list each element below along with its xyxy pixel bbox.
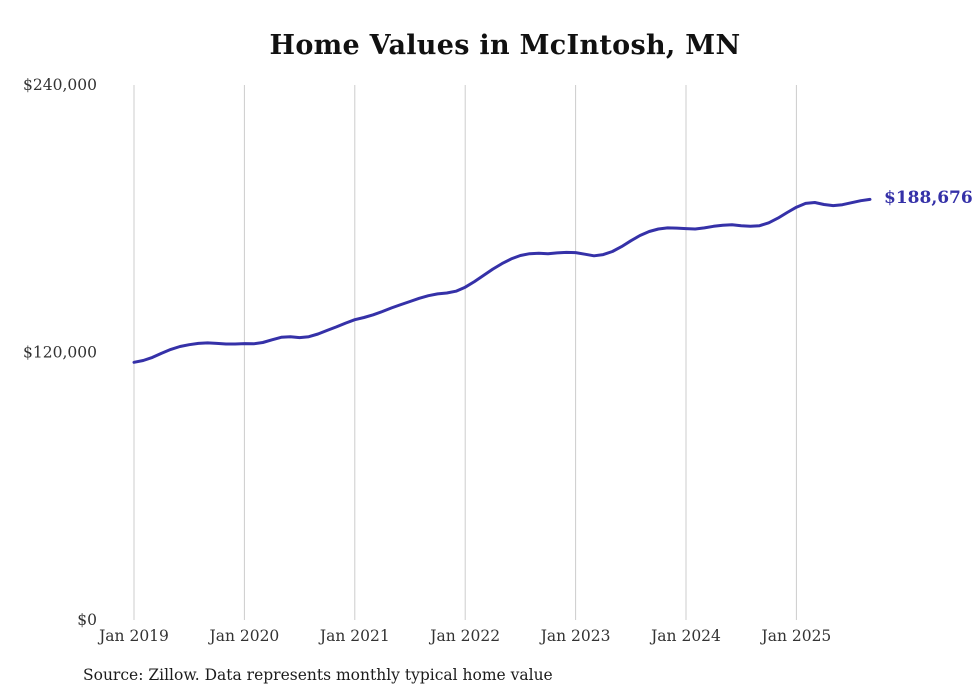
x-tick-label: Jan 2020: [207, 627, 279, 645]
x-tick-label: Jan 2025: [759, 627, 831, 645]
x-tick-label: Jan 2024: [649, 627, 721, 645]
latest-value-label: $188,676: [884, 188, 973, 208]
x-tick-label: Jan 2022: [428, 627, 500, 645]
chart-title: Home Values in McIntosh, MN: [269, 30, 741, 61]
x-tick-label: Jan 2019: [97, 627, 169, 645]
y-tick-label: $240,000: [23, 76, 97, 94]
x-tick-label: Jan 2021: [318, 627, 390, 645]
y-tick-label: $120,000: [23, 344, 97, 362]
x-tick-label: Jan 2023: [539, 627, 611, 645]
source-note: Source: Zillow. Data represents monthly …: [83, 666, 553, 684]
home-value-line: [132, 197, 872, 364]
y-tick-label: $0: [77, 611, 97, 629]
